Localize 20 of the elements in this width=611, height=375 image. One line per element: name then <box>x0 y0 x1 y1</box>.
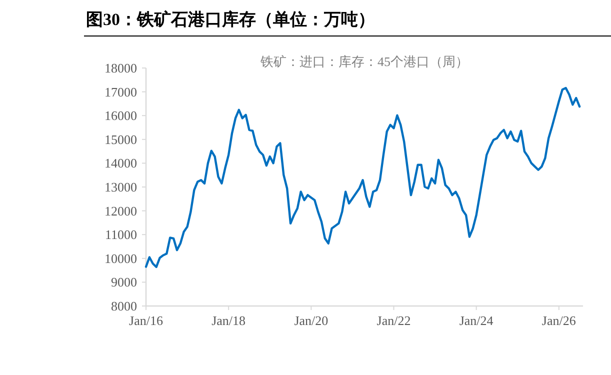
y-tick-label: 18000 <box>104 60 137 76</box>
chart-subtitle: 铁矿：进口：库存：45个港口（周） <box>260 54 468 69</box>
y-tick-label: 15000 <box>104 132 137 147</box>
x-tick-label: Jan/26 <box>542 313 576 328</box>
y-tick-label: 17000 <box>104 84 137 100</box>
x-tick-label: Jan/18 <box>212 313 246 328</box>
chart-title: 图30：铁矿石港口库存（单位：万吨） <box>86 10 375 29</box>
y-tick-label: 11000 <box>104 227 137 242</box>
y-tick-label: 12000 <box>104 203 137 218</box>
y-tick-label: 8000 <box>111 298 137 314</box>
y-tick-label: 10000 <box>104 250 137 266</box>
y-tick-label: 13000 <box>104 180 137 194</box>
x-tick-label: Jan/20 <box>294 313 328 328</box>
line-series <box>144 86 581 268</box>
x-tick-label: Jan/22 <box>376 313 411 328</box>
x-tick-label: Jan/16 <box>129 313 164 328</box>
y-tick-label: 9000 <box>111 274 137 290</box>
y-tick-label: 16000 <box>104 108 137 124</box>
y-tick-label: 14000 <box>104 156 137 171</box>
x-tick-label: Jan/24 <box>459 313 494 328</box>
